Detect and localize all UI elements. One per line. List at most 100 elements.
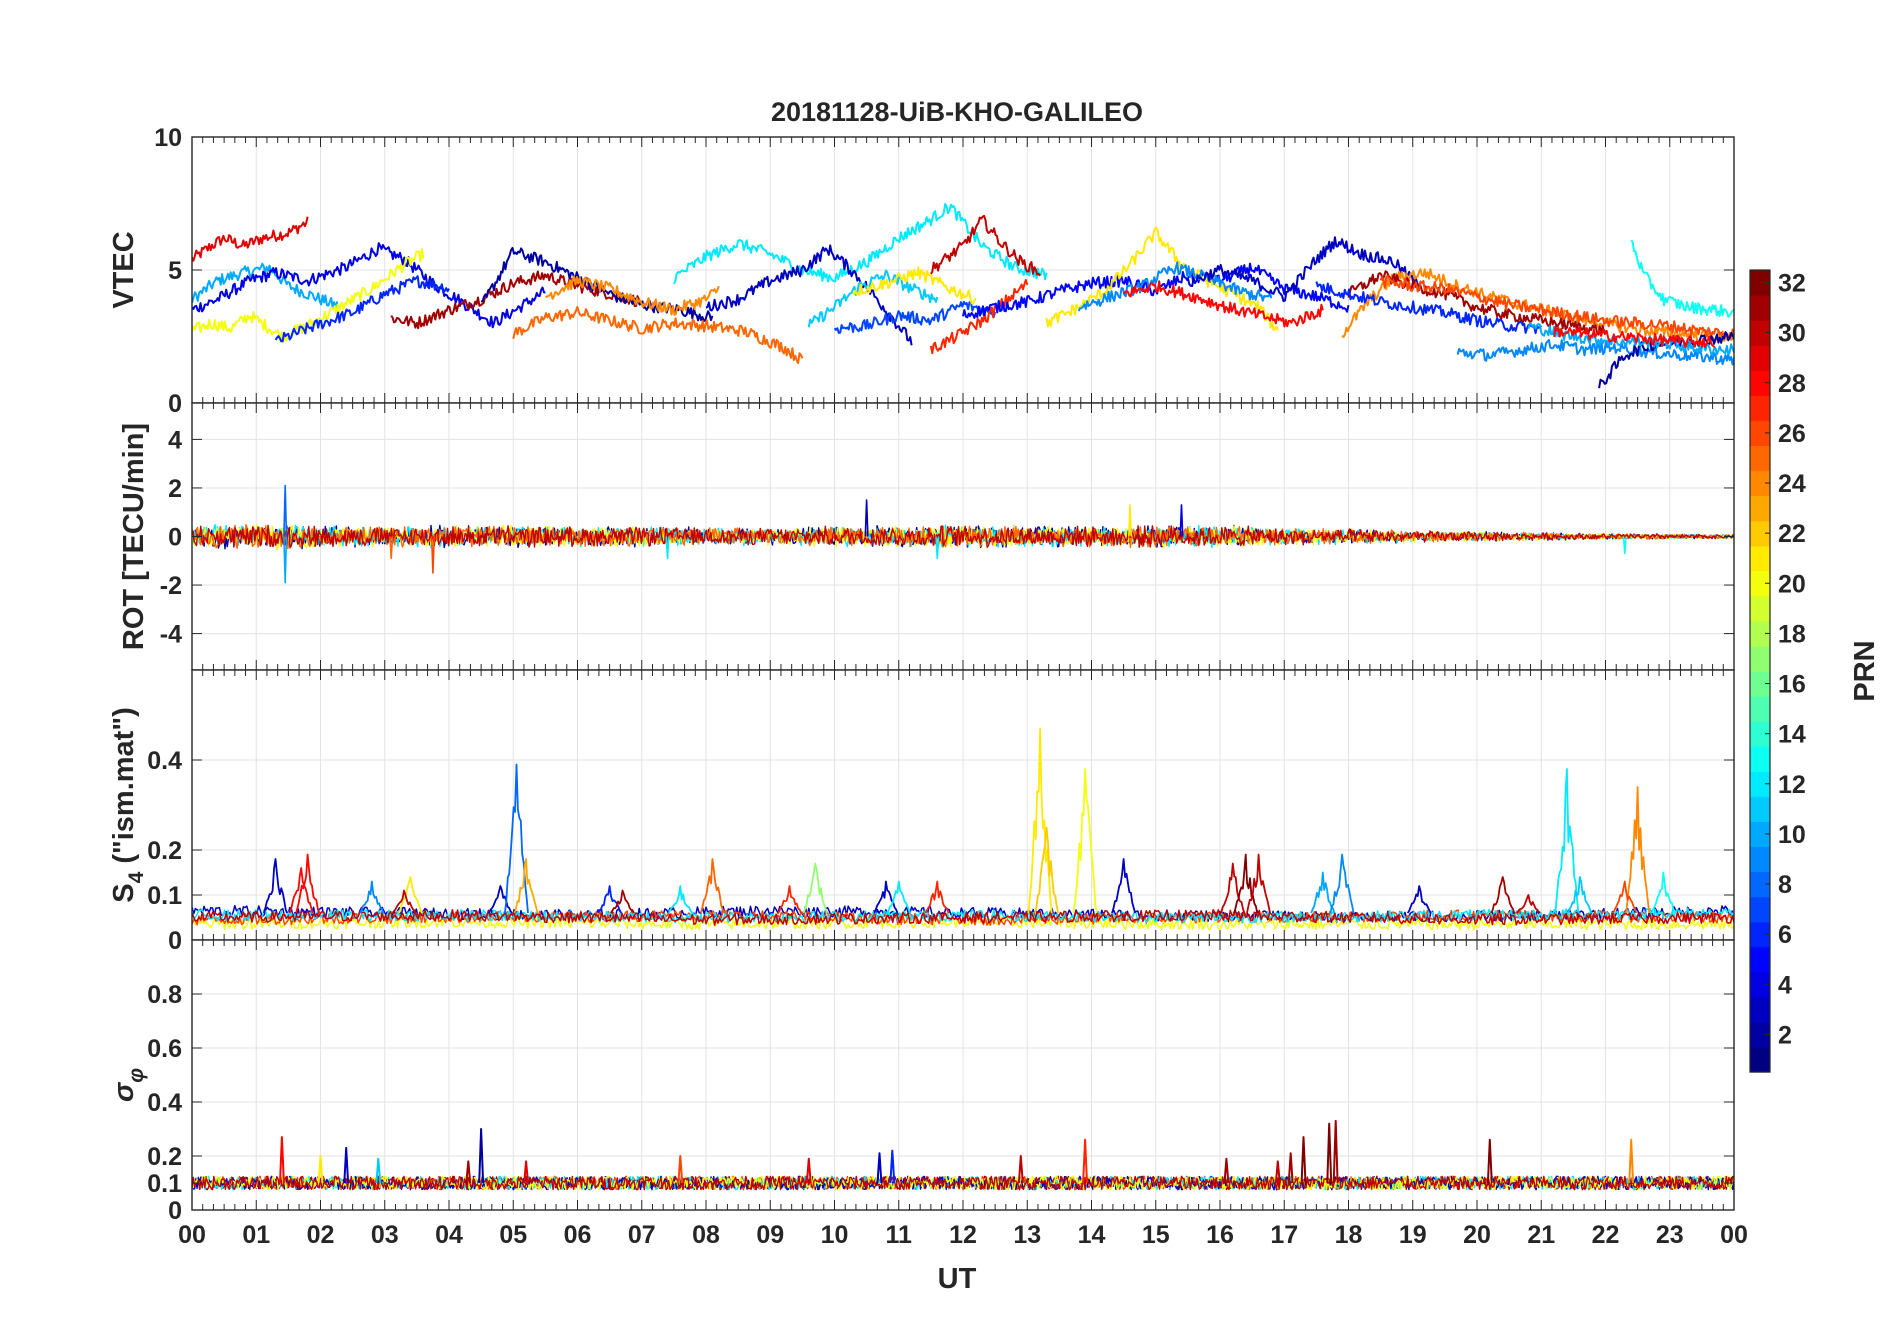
- colorbar-segment: [1750, 796, 1770, 822]
- s4-spike-prn-13: [1650, 871, 1676, 914]
- x-tick-label: 09: [756, 1221, 784, 1249]
- rot-spike-prn-10: [283, 536, 288, 584]
- x-tick-label: 00: [178, 1221, 206, 1249]
- colorbar-segment: [1750, 545, 1770, 572]
- colorbar-tick-label: 28: [1778, 370, 1806, 398]
- x-tick-label: 11: [886, 1221, 913, 1249]
- panel-data: [192, 203, 1734, 389]
- colorbar-tick-label: 6: [1778, 921, 1792, 949]
- y-tick-label: 0.1: [147, 882, 182, 910]
- s4-spike-prn-3: [1111, 858, 1137, 914]
- s4-spike-prn-11: [1567, 876, 1593, 914]
- s4-spike-prn-31: [1490, 876, 1516, 914]
- s4-spike-prn-20: [1072, 768, 1098, 914]
- colorbar-label: PRN: [1849, 640, 1881, 701]
- x-tick-label: 03: [371, 1221, 399, 1249]
- colorbar-segment: [1750, 645, 1770, 672]
- s4-spike-prn-23: [513, 858, 539, 914]
- x-axis: 00 01 02 03 04 05 06 07 08 09 10 11 12 13 14 15 16 17 18 19…: [178, 1221, 1748, 1249]
- vtec-series-prn-27: [929, 278, 1029, 355]
- s4-spike-prn-12: [667, 885, 693, 914]
- y-tick-label: 0.1: [147, 1170, 182, 1198]
- colorbar-tick-label: 20: [1778, 570, 1806, 598]
- sigma-spike-prn-31: [1332, 1119, 1339, 1184]
- x-tick-label: 15: [1142, 1221, 1170, 1249]
- panel-x-ticks: [191, 137, 1735, 403]
- vtec-series-prn-20: [192, 248, 425, 343]
- colorbar-segment: [1750, 871, 1770, 898]
- rot-spike-prn-21: [1128, 504, 1133, 537]
- sigma-spike-prn-32: [1300, 1136, 1307, 1184]
- colorbar-segment: [1750, 270, 1770, 296]
- sigma-spike-prn-31: [1287, 1152, 1294, 1184]
- vtec-series-prn-28: [1122, 280, 1324, 328]
- colorbar-segment: [1750, 370, 1770, 396]
- colorbar-tick-label: 12: [1778, 771, 1806, 799]
- colorbar-segment: [1750, 395, 1770, 421]
- colorbar-segment: [1750, 420, 1770, 447]
- y-tick-label: 0.2: [147, 1143, 182, 1171]
- y-tick-label: 0.2: [147, 837, 182, 865]
- x-tick-label: 05: [499, 1221, 527, 1249]
- vtec-series-prn-29: [192, 216, 309, 262]
- vtec-series-prn-9: [1456, 338, 1734, 366]
- rot-spike-prn-26: [430, 536, 435, 574]
- y-tick-label: 0.4: [147, 747, 182, 775]
- colorbar-segment: [1750, 671, 1770, 697]
- vtec-series-prn-7: [833, 301, 997, 334]
- sigma-spike-prn-30: [1274, 1160, 1281, 1184]
- sigma-spike-prn-32: [1326, 1122, 1333, 1184]
- x-tick-label: 10: [821, 1221, 849, 1249]
- s4-spike-prn-26: [1612, 880, 1638, 914]
- sigma-spike-prn-11: [375, 1157, 382, 1184]
- colorbar-tick-label: 2: [1778, 1021, 1792, 1049]
- y-axis-label-subscript: 4: [125, 871, 148, 883]
- y-tick-label: 0.8: [147, 981, 182, 1009]
- y-tick-label: 2: [168, 475, 182, 503]
- sigma-spike-prn-28: [279, 1136, 285, 1184]
- y-axis-label-sigma: σφ: [108, 1068, 148, 1102]
- colorbar-segment: [1750, 946, 1770, 973]
- s4-baseline-prn-30: [192, 908, 1734, 926]
- rot-spike-prn-12: [665, 536, 670, 560]
- colorbar-tick-label: 8: [1778, 871, 1792, 899]
- colorbar-tick-label: 30: [1778, 320, 1806, 348]
- s4-spike-prn-24: [1625, 786, 1651, 914]
- colorbar-tick-label: 24: [1778, 470, 1806, 498]
- panel-data: [192, 1119, 1734, 1191]
- panel-data: [192, 727, 1734, 931]
- colorbar-segment: [1750, 620, 1770, 647]
- y-tick-label: 5: [168, 257, 182, 285]
- x-tick-label: 16: [1206, 1221, 1234, 1249]
- colorbar-segment: [1750, 696, 1770, 722]
- y-tick-label: 4: [168, 426, 182, 454]
- colorbar-segment: [1750, 971, 1770, 998]
- s4-spike-prn-27: [777, 885, 802, 914]
- sigma-spike-prn-29: [805, 1157, 812, 1184]
- x-tick-label: 20: [1463, 1221, 1491, 1249]
- sigma-spike-prn-24: [1628, 1138, 1635, 1184]
- colorbar-segment: [1750, 896, 1770, 923]
- s4-spike-prn-30: [1246, 853, 1271, 914]
- x-tick-label: 23: [1656, 1221, 1684, 1249]
- y-tick-label: 0.6: [147, 1035, 182, 1063]
- panel-data: [192, 484, 1734, 584]
- y-axis-label-part: ("ism.mat"): [108, 707, 140, 871]
- y-tick-label: 0: [168, 524, 182, 552]
- s4-spike-prn-30: [391, 889, 417, 914]
- sigma-spike-prn-3: [343, 1146, 350, 1184]
- vtec-series-prn-24: [544, 275, 720, 316]
- y-axis-label-part: S: [108, 883, 140, 902]
- y-axis-label-vtec: VTEC: [108, 231, 140, 308]
- y-axis-label-subscript: φ: [125, 1068, 148, 1083]
- sigma-spike-prn-29: [523, 1160, 529, 1184]
- colorbar-segment: [1750, 746, 1770, 772]
- colorbar-segment: [1750, 295, 1770, 321]
- sigma-series-prn-30: [192, 1175, 1734, 1191]
- colorbar-tick-label: 16: [1778, 671, 1806, 699]
- vtec-series-prn-3: [705, 244, 913, 346]
- y-tick-label: 10: [154, 124, 182, 152]
- sigma-spike-prn-2: [478, 1128, 485, 1184]
- s4-spike-prn-3: [263, 858, 288, 914]
